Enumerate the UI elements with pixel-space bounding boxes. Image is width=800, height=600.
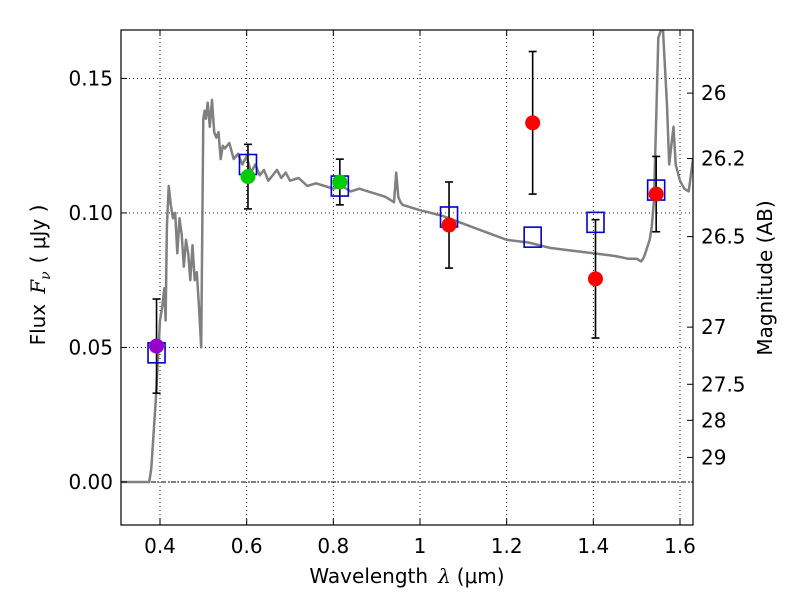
model-photometry-square bbox=[523, 226, 542, 248]
x-tick-label: 1.4 bbox=[577, 534, 609, 558]
x-tick-label: 0.4 bbox=[144, 534, 176, 558]
magnitude-tick-label: 26 bbox=[701, 81, 726, 105]
x-tick-label: 1.2 bbox=[491, 534, 523, 558]
y-axis-title: FluxFν( μJy ) bbox=[26, 205, 54, 346]
x-axis-title: Wavelength λ (μm) bbox=[309, 564, 504, 588]
y-ticks: 0.00 0.05 0.10 0.15 bbox=[68, 66, 127, 494]
magnitude-tick-label: 28 bbox=[701, 408, 726, 432]
magnitude-tick-label: 27 bbox=[701, 315, 726, 339]
x-tick-label: 1.6 bbox=[664, 534, 696, 558]
y-tick-label: 0.00 bbox=[68, 470, 113, 494]
observed-photometry-points bbox=[149, 115, 664, 354]
x-tick-label: 1 bbox=[414, 534, 427, 558]
photometry-point bbox=[588, 271, 603, 287]
photometry-point bbox=[332, 174, 348, 190]
magnitude-tick-label: 27.5 bbox=[701, 372, 746, 396]
model-photometry-square bbox=[586, 211, 605, 234]
model-spectrum-line bbox=[121, 30, 693, 484]
y-tick-label: 0.05 bbox=[68, 335, 113, 359]
error-bars bbox=[152, 50, 661, 394]
y-tick-label: 0.10 bbox=[68, 201, 113, 225]
photometry-point bbox=[648, 186, 664, 202]
y2-axis-title: Magnitude (AB) bbox=[753, 200, 777, 355]
x-tick-label: 0.8 bbox=[317, 534, 349, 558]
plot-frame bbox=[120, 29, 694, 526]
magnitude-tick-label: 26.2 bbox=[701, 147, 746, 171]
magnitude-tick-label: 29 bbox=[701, 445, 726, 469]
photometry-point bbox=[240, 169, 256, 185]
magnitude-ticks: 26 26.2 26.5 27 27.5 28 29 bbox=[687, 81, 746, 469]
photometry-point bbox=[149, 338, 165, 354]
photometry-point bbox=[441, 217, 457, 233]
photometry-point bbox=[525, 115, 541, 131]
magnitude-tick-label: 26.5 bbox=[701, 225, 746, 249]
x-tick-label: 0.6 bbox=[231, 534, 263, 558]
model-photometry-squares bbox=[147, 153, 666, 364]
x-ticks: 0.4 0.6 0.8 1 1.2 1.4 1.6 bbox=[144, 30, 696, 558]
y-tick-label: 0.15 bbox=[68, 66, 113, 90]
